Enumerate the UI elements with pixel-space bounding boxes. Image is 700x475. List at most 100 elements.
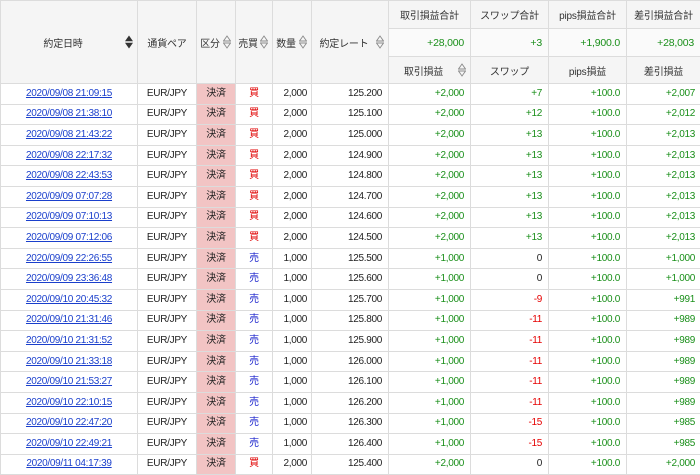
sort-ascending-arrow[interactable]	[458, 63, 466, 70]
cell-rate: 125.900	[311, 330, 389, 352]
trade-row: 2020/09/09 23:36:48 EUR/JPY 決済売 1,000 125.60…	[0, 268, 700, 290]
cell-pl: +1,000	[388, 330, 471, 352]
col-header-label: 約定レート	[319, 38, 369, 50]
cell-side: 買	[235, 185, 273, 208]
trade-detail-link[interactable]: 2020/09/08 21:09:15	[25, 87, 113, 99]
cell-kubun: 決済	[196, 206, 236, 229]
cell-side: 売	[235, 268, 273, 290]
cell-pair: EUR/JPY	[137, 412, 197, 435]
col-header-rate[interactable]: 約定レート	[311, 0, 389, 84]
cell-date: 2020/09/09 23:36:48	[0, 268, 138, 290]
cell-pair: EUR/JPY	[137, 309, 197, 332]
sort-up-down-icon[interactable]	[260, 35, 268, 49]
cell-pips: +100.0	[548, 453, 627, 475]
trade-detail-link[interactable]: 2020/09/09 22:26:55	[25, 252, 113, 264]
sort-up-down-icon[interactable]	[223, 35, 231, 49]
sort-ascending-arrow[interactable]	[376, 35, 384, 42]
sort-descending-arrow[interactable]	[260, 42, 268, 49]
cell-swap: 0	[470, 247, 549, 270]
cell-rate: 126.200	[311, 391, 389, 414]
cell-swap: +12	[470, 103, 549, 126]
trade-detail-link[interactable]: 2020/09/09 23:36:48	[25, 273, 113, 285]
col-header-date[interactable]: 約定日時	[0, 0, 138, 84]
cell-date: 2020/09/10 22:49:21	[0, 433, 138, 455]
sort-descending-arrow[interactable]	[125, 42, 133, 49]
cell-date: 2020/09/10 21:33:18	[0, 350, 138, 373]
trade-detail-link[interactable]: 2020/09/08 21:43:22	[25, 128, 113, 140]
cell-kubun: 決済	[196, 165, 236, 187]
trade-detail-link[interactable]: 2020/09/10 21:53:27	[25, 376, 113, 388]
sort-up-down-icon[interactable]	[299, 35, 307, 49]
cell-pl: +2,000	[388, 165, 471, 187]
cell-swap: -11	[470, 391, 549, 414]
sort-ascending-arrow[interactable]	[299, 35, 307, 42]
cell-rate: 125.800	[311, 309, 389, 332]
trade-row: 2020/09/10 22:47:20 EUR/JPY 決済売 1,000 126.30…	[0, 412, 700, 435]
cell-kubun: 決済	[196, 103, 236, 126]
cell-qty: 2,000	[272, 453, 312, 475]
trade-detail-link[interactable]: 2020/09/11 04:17:39	[26, 458, 112, 470]
sort-ascending-arrow[interactable]	[260, 35, 268, 42]
cell-rate: 124.600	[311, 206, 389, 229]
trade-detail-link[interactable]: 2020/09/09 07:10:13	[25, 211, 113, 223]
cell-date: 2020/09/09 07:10:13	[0, 206, 138, 229]
sort-ascending-arrow[interactable]	[125, 35, 133, 42]
cell-kubun: 決済	[196, 412, 236, 435]
trade-row: 2020/09/09 07:07:28 EUR/JPY 決済買 2,000 124.70…	[0, 185, 700, 208]
trade-detail-link[interactable]: 2020/09/10 22:47:20	[25, 417, 113, 429]
sort-up-down-icon[interactable]	[376, 35, 384, 49]
col-header-pair: 通貨ペア	[137, 0, 197, 84]
cell-net: +2,007	[626, 83, 700, 105]
sort-descending-arrow[interactable]	[458, 70, 466, 77]
cell-date: 2020/09/11 04:17:39	[0, 453, 138, 475]
trade-detail-link[interactable]: 2020/09/09 07:12:06	[25, 231, 113, 243]
sort-descending-arrow[interactable]	[376, 42, 384, 49]
trade-detail-link[interactable]: 2020/09/08 22:17:32	[25, 149, 113, 161]
sort-descending-arrow[interactable]	[223, 42, 231, 49]
cell-side: 売	[235, 412, 273, 435]
cell-pips: +100.0	[548, 371, 627, 393]
cell-rate: 126.400	[311, 433, 389, 455]
cell-rate: 124.800	[311, 165, 389, 187]
cell-net: +2,013	[626, 124, 700, 146]
sort-up-down-icon[interactable]	[125, 35, 133, 49]
sort-ascending-arrow[interactable]	[223, 35, 231, 42]
col-header-kubun[interactable]: 区分	[196, 0, 236, 84]
cell-swap: +13	[470, 144, 549, 167]
cell-kubun: 決済	[196, 288, 236, 311]
cell-date: 2020/09/09 07:12:06	[0, 227, 138, 249]
cell-pl: +2,000	[388, 103, 471, 126]
trade-detail-link[interactable]: 2020/09/10 22:49:21	[25, 437, 113, 449]
cell-qty: 2,000	[272, 144, 312, 167]
col-header-label: 差引損益	[643, 66, 684, 78]
cell-net: +985	[626, 433, 700, 455]
trade-detail-link[interactable]: 2020/09/08 22:43:53	[25, 170, 113, 182]
cell-pl: +2,000	[388, 124, 471, 146]
cell-pips: +100.0	[548, 247, 627, 270]
col-header-pl[interactable]: 取引損益	[388, 56, 471, 84]
cell-side: 売	[235, 330, 273, 352]
trade-detail-link[interactable]: 2020/09/10 22:10:15	[25, 396, 113, 408]
cell-pips: +100.0	[548, 412, 627, 435]
cell-kubun: 決済	[196, 185, 236, 208]
cell-kubun: 決済	[196, 391, 236, 414]
trade-detail-link[interactable]: 2020/09/08 21:38:10	[25, 108, 113, 120]
col-header-side[interactable]: 売買	[235, 0, 273, 84]
trade-detail-link[interactable]: 2020/09/10 21:31:46	[25, 314, 113, 326]
col-header-qty[interactable]: 数量	[272, 0, 312, 84]
trade-detail-link[interactable]: 2020/09/10 21:33:18	[25, 355, 113, 367]
col-header-swap: スワップ	[470, 56, 549, 84]
cell-side: 買	[235, 144, 273, 167]
trade-detail-link[interactable]: 2020/09/10 21:31:52	[25, 334, 113, 346]
sort-up-down-icon[interactable]	[458, 63, 466, 77]
cell-swap: +13	[470, 124, 549, 146]
col-header-label: スワップ	[489, 66, 530, 78]
cell-pl: +2,000	[388, 227, 471, 249]
col-header-label: 通貨ペア	[147, 38, 187, 50]
cell-net: +989	[626, 330, 700, 352]
trade-detail-link[interactable]: 2020/09/10 20:45:32	[25, 293, 113, 305]
sort-descending-arrow[interactable]	[299, 42, 307, 49]
cell-swap: -15	[470, 433, 549, 455]
cell-side: 買	[235, 165, 273, 187]
trade-detail-link[interactable]: 2020/09/09 07:07:28	[25, 190, 113, 202]
